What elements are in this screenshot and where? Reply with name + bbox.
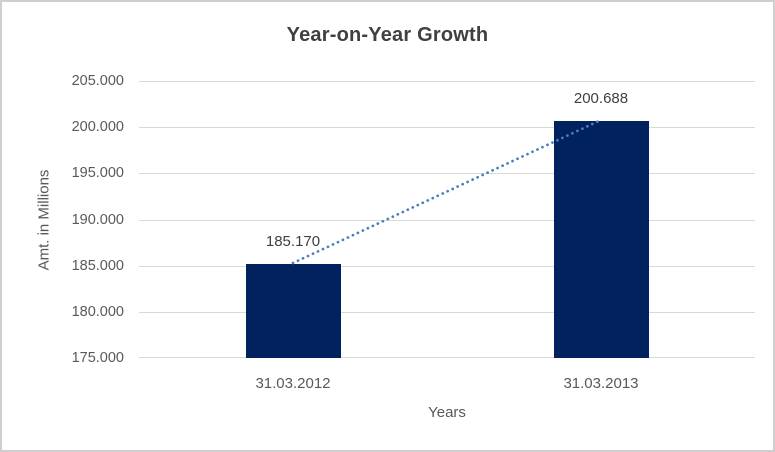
bar-data-label: 185.170	[265, 233, 321, 250]
chart-title: Year-on-Year Growth	[286, 24, 489, 46]
gridline	[139, 220, 755, 221]
y-tick-label: 175.000	[71, 350, 124, 366]
x-tick-label: 31.03.2012	[255, 375, 331, 392]
gridline	[139, 81, 755, 82]
y-axis-title: Amt. in Millions	[35, 169, 53, 271]
x-axis-title: Years	[428, 404, 466, 421]
gridline	[139, 357, 755, 358]
y-tick-label: 195.000	[71, 165, 124, 181]
y-tick-label: 180.000	[71, 304, 124, 320]
bar	[554, 121, 649, 358]
bar	[246, 264, 341, 358]
x-tick-label: 31.03.2013	[563, 375, 639, 392]
gridline	[139, 266, 755, 267]
bar-data-label: 200.688	[573, 90, 629, 107]
gridline	[139, 127, 755, 128]
y-tick-label: 200.000	[71, 119, 124, 135]
trendline	[291, 118, 603, 265]
gridline	[139, 312, 755, 313]
y-tick-label: 205.000	[71, 73, 124, 89]
gridline	[139, 173, 755, 174]
y-tick-label: 185.000	[71, 258, 124, 274]
plot-area: 175.000 180.000 185.000 190.000 195.000 200.0…	[72, 73, 755, 392]
y-tick-label: 190.000	[71, 212, 124, 228]
